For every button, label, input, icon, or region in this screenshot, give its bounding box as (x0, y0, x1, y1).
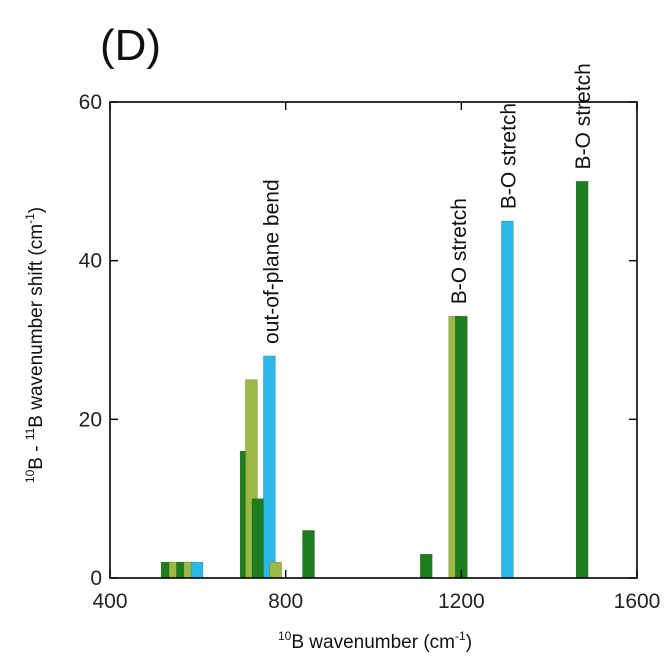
x-tick-label-0: 400 (92, 590, 127, 613)
bar-11 (419, 553, 433, 579)
annotation-1: B-O stretch (448, 198, 471, 304)
y-axis-title-a: B - (26, 440, 47, 470)
panel-label: (D) (100, 21, 161, 70)
y-tick-label-2: 40 (79, 250, 102, 273)
y-axis-title-sup2: 11 (23, 427, 37, 440)
bar-7 (251, 498, 265, 579)
y-tick-label-3: 60 (79, 91, 102, 114)
bar-13 (454, 315, 468, 579)
x-axis-title-sup: 10 (278, 629, 292, 643)
bars-group (160, 181, 589, 579)
bar-10 (302, 530, 315, 579)
annotation-2: B-O stretch (497, 103, 520, 209)
bar-15 (575, 181, 589, 579)
y-axis-title-exp: -1 (23, 213, 37, 224)
annotation-3: B-O stretch (572, 63, 595, 169)
bar-9 (269, 561, 282, 579)
plot-frame (109, 101, 638, 579)
x-axis-title: 10B wavenumber (cm-1) (278, 629, 472, 653)
y-axis-title: 10B - 11B wavenumber shift (cm-1) (23, 207, 47, 483)
annotation-0: out-of-plane bend (260, 179, 283, 344)
y-axis-title-end: ) (26, 207, 47, 213)
y-axis-title-b: B wavenumber shift (cm (26, 224, 47, 428)
y-tick-label-0: 0 (90, 567, 102, 590)
ticks-group: 400 800 1200 1600 0 20 40 60 (79, 91, 661, 613)
y-axis-title-sup1: 10 (23, 469, 37, 483)
x-axis-title-main: B wavenumber (cm (291, 632, 455, 653)
bar-4 (190, 561, 204, 579)
bar-8 (263, 355, 276, 579)
bar-14 (501, 220, 514, 579)
x-tick-label-2: 1200 (438, 590, 485, 613)
annotations-group: out-of-plane bend B-O stretch B-O stretch B… (260, 63, 595, 344)
x-axis-title-exp: -1 (455, 629, 466, 643)
x-tick-label-1: 800 (268, 590, 303, 613)
x-axis-title-end: ) (466, 632, 472, 653)
y-tick-label-1: 20 (79, 408, 102, 431)
x-tick-label-3: 1600 (614, 590, 661, 613)
